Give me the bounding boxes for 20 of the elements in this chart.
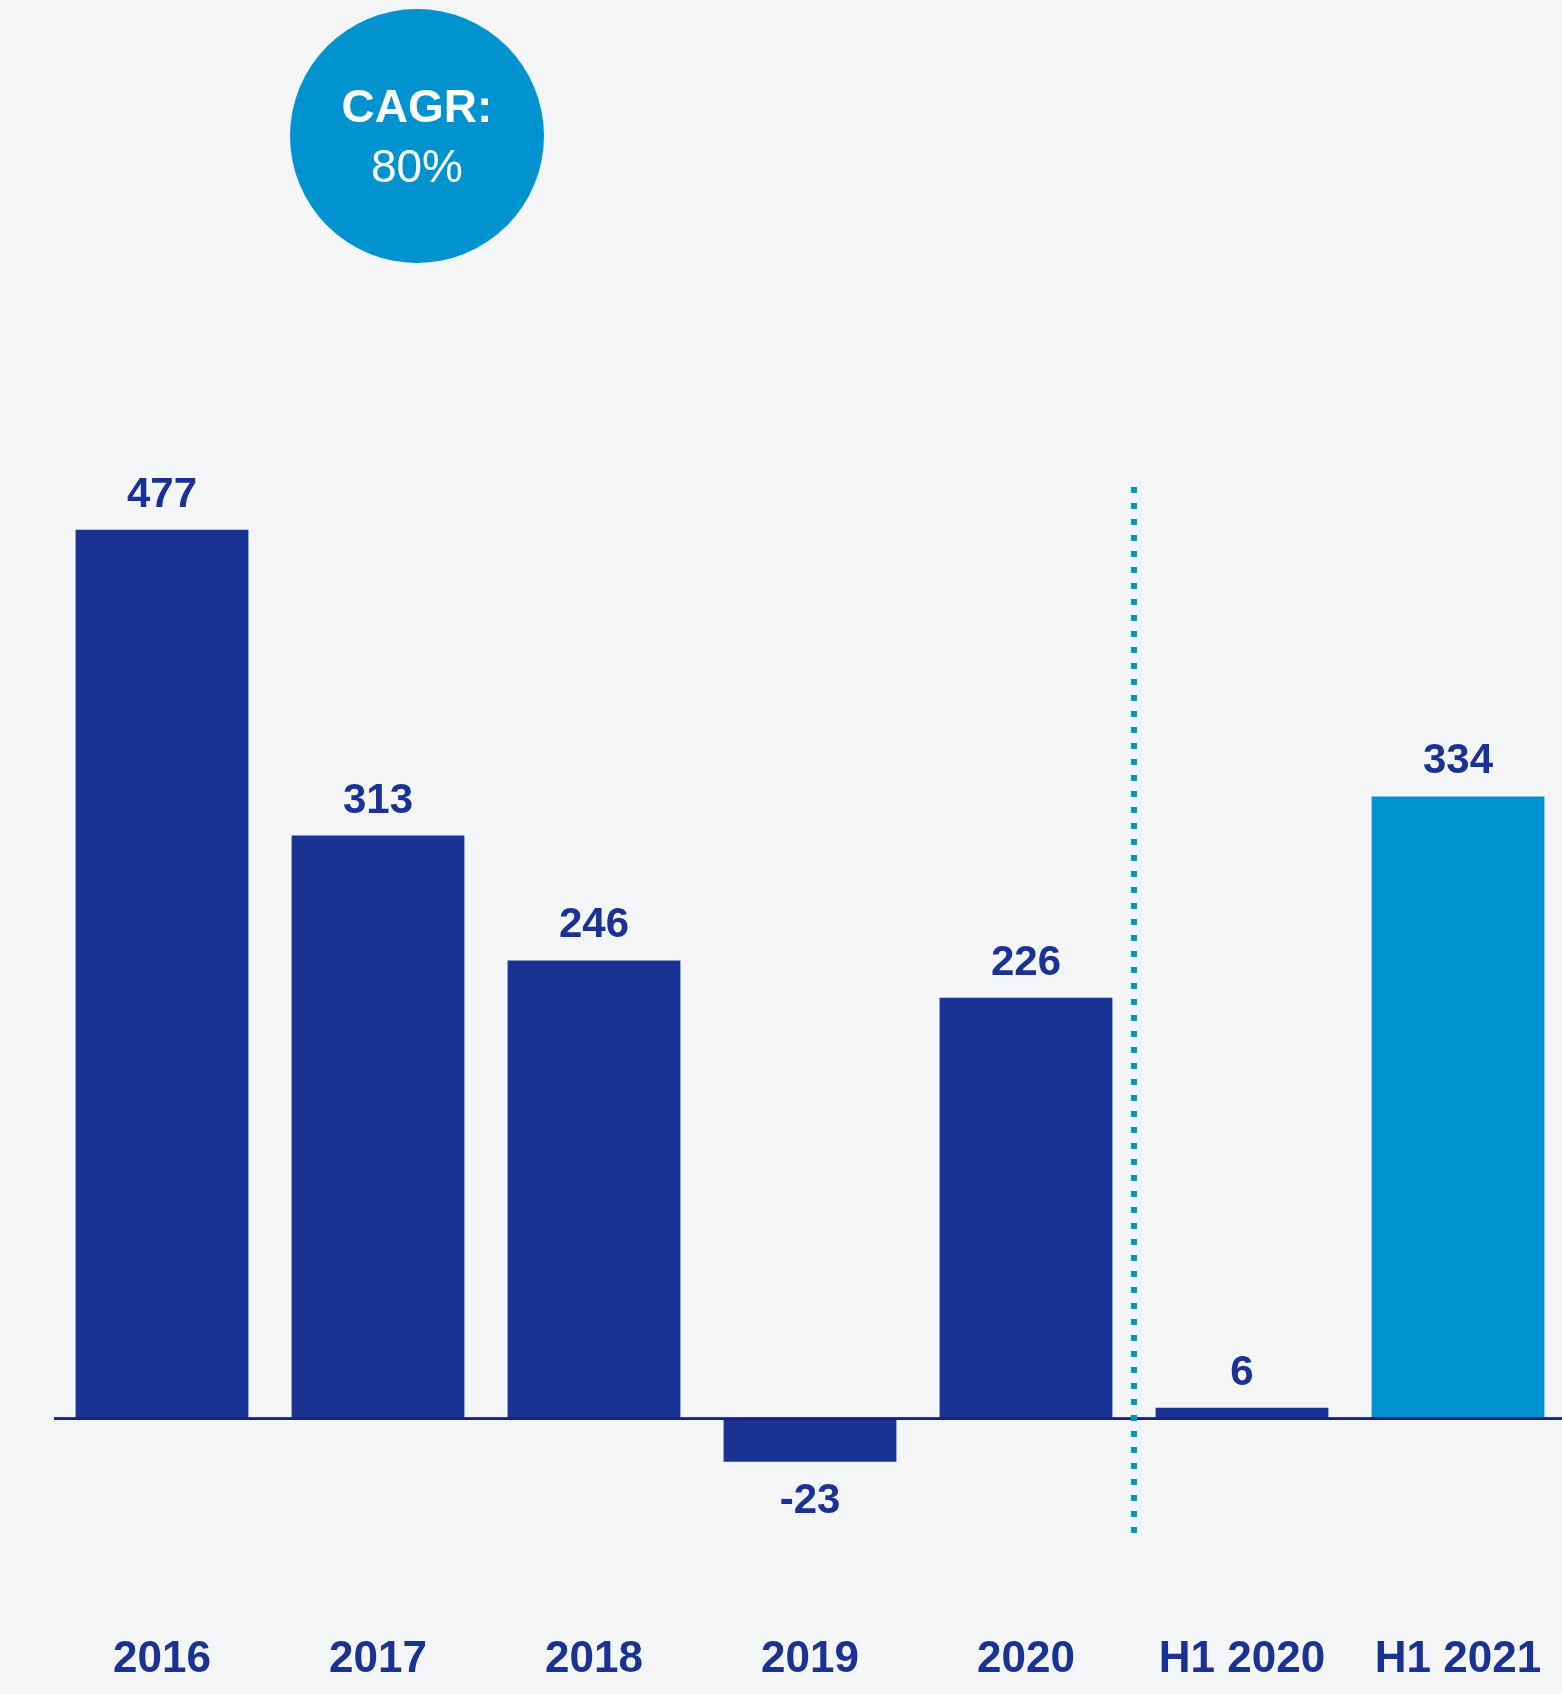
bar — [75, 529, 249, 1419]
bar — [1371, 796, 1545, 1419]
bar — [507, 960, 681, 1419]
x-tick-label: 2016 — [113, 1631, 211, 1681]
x-tick-label: H1 2020 — [1158, 1631, 1326, 1681]
data-label: 477 — [126, 468, 198, 516]
data-label: 226 — [990, 936, 1062, 984]
data-label: 334 — [1422, 735, 1494, 783]
x-tick-label: H1 2021 — [1374, 1631, 1542, 1681]
data-label: 246 — [558, 899, 630, 947]
x-tick-label: 2017 — [329, 1631, 427, 1681]
bar — [291, 835, 465, 1419]
x-tick-label: 2020 — [977, 1631, 1075, 1681]
data-label: 6 — [1230, 1346, 1254, 1394]
x-tick-label: 2018 — [545, 1631, 643, 1681]
data-label: 313 — [342, 774, 414, 822]
x-tick-label: 2019 — [761, 1631, 859, 1681]
data-label: -23 — [779, 1474, 841, 1522]
bar — [723, 1418, 897, 1462]
bar — [939, 997, 1113, 1419]
